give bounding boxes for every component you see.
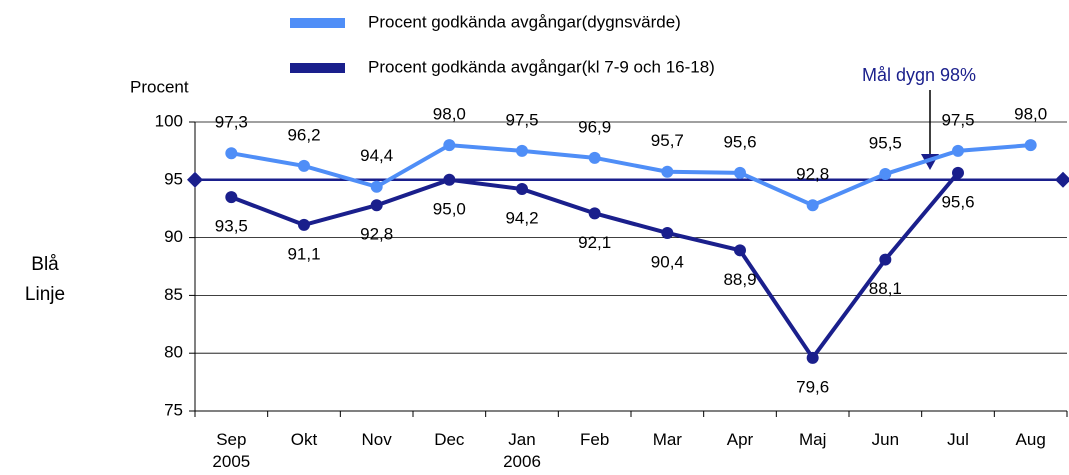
data-point — [734, 166, 746, 179]
target-marker — [187, 171, 203, 188]
data-label: 88,1 — [869, 279, 902, 298]
data-point — [225, 191, 238, 204]
data-point — [516, 183, 528, 196]
data-point — [661, 226, 674, 239]
data-label: 92,8 — [796, 165, 829, 184]
data-point — [806, 199, 819, 212]
x-tick-label: Jul — [947, 430, 969, 449]
data-label: 97,5 — [505, 110, 538, 129]
data-label: 94,4 — [360, 146, 393, 165]
data-label: 88,9 — [723, 270, 756, 289]
data-label: 97,3 — [215, 113, 248, 132]
data-point — [734, 244, 746, 257]
series-line — [230, 171, 960, 362]
data-label: 92,8 — [360, 225, 393, 244]
data-point — [806, 351, 819, 364]
data-label: 95,6 — [723, 132, 756, 151]
y-tick-label: 90 — [164, 227, 183, 246]
x-tick-label: Okt — [290, 430, 318, 449]
data-label: 98,0 — [1014, 105, 1047, 124]
data-label: 92,1 — [578, 233, 611, 252]
y-tick-label: 95 — [164, 169, 183, 188]
data-point — [588, 151, 601, 164]
data-point — [443, 139, 456, 152]
data-label: 95,0 — [433, 199, 466, 218]
data-point — [952, 144, 964, 157]
x-tick-label: Sep 2005 — [212, 430, 251, 471]
x-tick-label: Maj — [798, 430, 827, 449]
data-label: 95,5 — [869, 134, 902, 153]
target-marker — [1055, 171, 1069, 188]
x-tick-label: Mar — [652, 430, 682, 449]
x-tick-label: Jan 2006 — [503, 430, 541, 471]
data-label: 93,5 — [215, 217, 248, 236]
data-label: 90,4 — [651, 252, 684, 271]
y-tick-label: 75 — [164, 400, 183, 419]
x-tick-label: Feb — [580, 430, 610, 449]
legend-swatch — [290, 18, 345, 28]
annotation: Mål dygn 98% — [862, 65, 976, 85]
x-tick-label: Apr — [726, 430, 754, 449]
data-point — [952, 166, 964, 179]
data-label: 96,9 — [578, 117, 611, 136]
data-point — [879, 253, 892, 266]
data-point — [588, 207, 601, 220]
y-tick-label: 80 — [164, 343, 183, 362]
x-tick-label: Nov — [361, 430, 392, 449]
data-point — [1024, 139, 1037, 152]
data-label: 97,5 — [941, 110, 974, 129]
data-point — [298, 218, 310, 231]
data-label: 98,0 — [433, 105, 466, 124]
data-point — [661, 165, 674, 178]
data-point — [516, 144, 528, 157]
data-label: 79,6 — [796, 377, 829, 396]
data-label: 95,7 — [651, 131, 684, 150]
legend-label: Procent godkända avgångar(dygnsvärde) — [368, 12, 681, 31]
data-point — [298, 159, 310, 172]
data-point — [370, 199, 383, 212]
legend-swatch — [290, 63, 345, 73]
data-label: 94,2 — [505, 209, 538, 228]
data-point — [879, 168, 892, 181]
x-tick-label: Dec — [434, 430, 465, 449]
y-axis-title: Procent — [130, 77, 189, 96]
legend-label: Procent godkända avgångar(kl 7-9 och 16-… — [368, 57, 715, 76]
data-point — [370, 180, 383, 193]
data-point — [443, 173, 456, 186]
x-tick-label: Aug — [1015, 430, 1046, 449]
data-label: 91,1 — [287, 244, 320, 263]
y-tick-label: 100 — [155, 111, 183, 130]
y-tick-label: 85 — [164, 285, 183, 304]
x-tick-label: Jun — [871, 430, 900, 449]
data-label: 95,6 — [941, 192, 974, 211]
data-point — [225, 147, 238, 160]
series-line — [230, 143, 1031, 208]
data-label: 96,2 — [287, 125, 320, 144]
y-axis-side-label: Blå Linje — [24, 254, 66, 305]
